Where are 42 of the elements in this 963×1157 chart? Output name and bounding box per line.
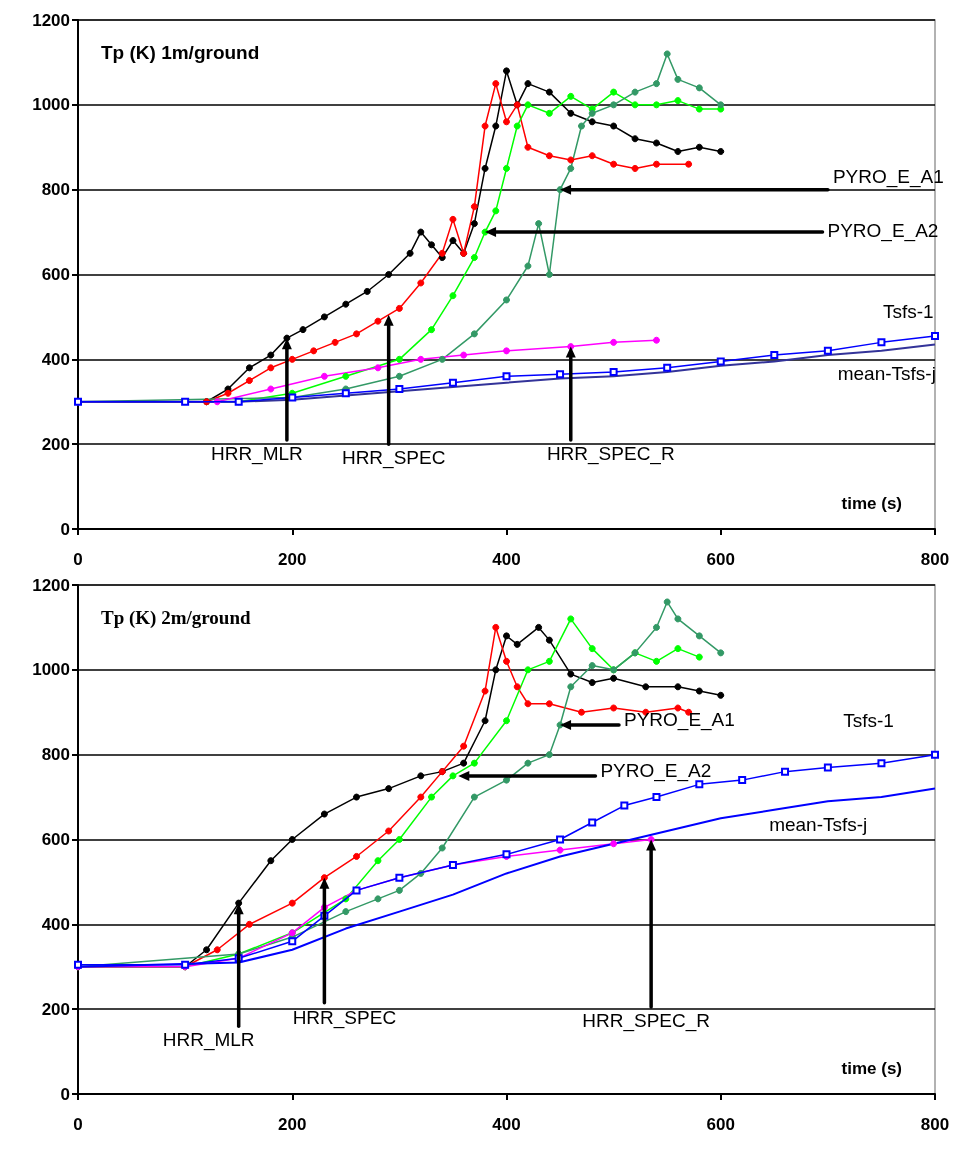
y-tick-label: 200 bbox=[41, 999, 70, 1019]
annotation: HRR_MLR bbox=[162, 1028, 255, 1051]
text: Tp (K) 1m/ground bbox=[101, 42, 260, 63]
y-tick-label: 200 bbox=[41, 434, 70, 454]
y-tick-label: 0 bbox=[60, 519, 70, 539]
annotation: HRR_SPEC_R bbox=[546, 442, 675, 465]
x-tick-label: 600 bbox=[706, 550, 735, 569]
x-tick-label: 200 bbox=[278, 1115, 307, 1134]
x-tick-label: 800 bbox=[920, 1115, 950, 1134]
annotation: Tsfs-1 bbox=[843, 710, 894, 732]
x-axis-title: time (s) bbox=[841, 494, 903, 513]
x-tick-label: 0 bbox=[73, 550, 83, 569]
x-tick-label: 200 bbox=[278, 550, 307, 569]
x-axis-title: time (s) bbox=[841, 1059, 903, 1078]
x-tick-label: 0 bbox=[73, 1115, 83, 1134]
y-tick-label: 600 bbox=[41, 265, 70, 284]
annotation: PYRO_E_A2 bbox=[827, 220, 939, 243]
y-tick-label: 1000 bbox=[32, 95, 70, 115]
text: Tp (K) 2m/ground bbox=[101, 607, 251, 629]
annotation: HRR_SPEC bbox=[341, 446, 446, 469]
annotation: mean-Tsfs-j bbox=[837, 363, 936, 385]
x-tick-label: 400 bbox=[492, 550, 521, 569]
y-tick-label: 0 bbox=[60, 1084, 70, 1104]
y-tick-label: 400 bbox=[41, 914, 70, 934]
annotation: PYRO_E_A1 bbox=[832, 165, 944, 188]
annotation: PYRO_E_A1 bbox=[623, 708, 735, 731]
annotation: HRR_MLR bbox=[210, 442, 303, 465]
x-tick-label: 400 bbox=[492, 1115, 521, 1134]
annotation: mean-Tsfs-j bbox=[769, 813, 868, 835]
y-tick-label: 1200 bbox=[32, 10, 70, 30]
y-tick-label: 800 bbox=[41, 180, 70, 200]
x-tick-label: 600 bbox=[706, 1115, 735, 1134]
x-tick-label: 800 bbox=[920, 550, 950, 569]
annotation: HRR_SPEC bbox=[292, 1007, 397, 1030]
y-tick-label: 400 bbox=[41, 349, 70, 369]
y-tick-label: 800 bbox=[41, 745, 70, 765]
y-tick-label: 1000 bbox=[32, 660, 70, 680]
y-tick-label: 600 bbox=[41, 830, 70, 849]
y-tick-label: 1200 bbox=[32, 575, 70, 595]
annotation: PYRO_E_A2 bbox=[600, 759, 712, 782]
annotation: Tsfs-1 bbox=[882, 300, 934, 322]
annotation: HRR_SPEC_R bbox=[582, 1009, 710, 1032]
